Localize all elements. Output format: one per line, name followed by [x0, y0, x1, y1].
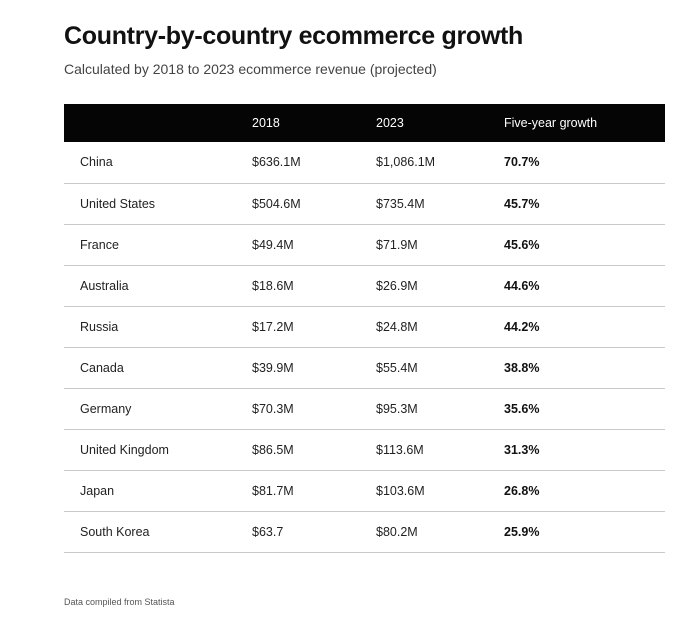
table-row: France $49.4M $71.9M 45.6% — [64, 224, 665, 265]
cell-2023: $80.2M — [376, 524, 418, 539]
growth-table-container: 2018 2023 Five-year growth China $636.1M… — [64, 104, 665, 553]
cell-2023: $95.3M — [376, 401, 418, 416]
cell-country: China — [80, 155, 113, 170]
cell-2018: $86.5M — [252, 442, 294, 457]
cell-country: Russia — [80, 319, 119, 334]
cell-country: France — [80, 237, 119, 252]
cell-country: South Korea — [80, 524, 150, 539]
header-growth: Five-year growth — [504, 116, 598, 130]
cell-2023: $1,086.1M — [376, 155, 436, 170]
cell-growth: 44.2% — [504, 319, 540, 334]
cell-growth: 45.7% — [504, 196, 540, 211]
cell-growth: 70.7% — [504, 155, 540, 170]
cell-2023: $735.4M — [376, 196, 425, 211]
table-row: Japan $81.7M $103.6M 26.8% — [64, 470, 665, 511]
table-row: Germany $70.3M $95.3M 35.6% — [64, 388, 665, 429]
cell-2018: $636.1M — [252, 155, 301, 170]
cell-2018: $70.3M — [252, 401, 294, 416]
cell-2023: $24.8M — [376, 319, 418, 334]
table-row: Russia $17.2M $24.8M 44.2% — [64, 306, 665, 347]
cell-2023: $71.9M — [376, 237, 418, 252]
page-title: Country-by-country ecommerce growth — [64, 22, 524, 50]
table-row: China $636.1M $1,086.1M 70.7% — [64, 142, 665, 183]
cell-2018: $18.6M — [252, 278, 294, 293]
table-row: United Kingdom $86.5M $113.6M 31.3% — [64, 429, 665, 470]
table-header-row: 2018 2023 Five-year growth — [64, 104, 665, 142]
cell-growth: 26.8% — [504, 483, 540, 498]
table-header: 2018 2023 Five-year growth — [64, 104, 665, 142]
cell-growth: 44.6% — [504, 278, 540, 293]
cell-2023: $26.9M — [376, 278, 418, 293]
table-body: China $636.1M $1,086.1M 70.7% United Sta… — [64, 142, 665, 552]
cell-country: United States — [80, 196, 156, 211]
cell-2023: $103.6M — [376, 483, 425, 498]
table-row: Australia $18.6M $26.9M 44.6% — [64, 265, 665, 306]
cell-growth: 45.6% — [504, 237, 540, 252]
table-row: South Korea $63.7 $80.2M 25.9% — [64, 511, 665, 552]
cell-growth: 35.6% — [504, 401, 540, 416]
header-2018: 2018 — [252, 116, 280, 130]
cell-country: Canada — [80, 360, 124, 375]
cell-2018: $504.6M — [252, 196, 301, 211]
cell-2018: $17.2M — [252, 319, 294, 334]
header-country — [64, 104, 252, 142]
cell-country: Japan — [80, 483, 115, 498]
header-2023: 2023 — [376, 116, 404, 130]
cell-country: United Kingdom — [80, 442, 169, 457]
cell-2018: $39.9M — [252, 360, 294, 375]
cell-2023: $55.4M — [376, 360, 418, 375]
cell-growth: 38.8% — [504, 360, 540, 375]
growth-table: 2018 2023 Five-year growth China $636.1M… — [64, 104, 665, 553]
cell-country: Germany — [80, 401, 132, 416]
table-row: Canada $39.9M $55.4M 38.8% — [64, 347, 665, 388]
table-row: United States $504.6M $735.4M 45.7% — [64, 183, 665, 224]
cell-growth: 25.9% — [504, 524, 540, 539]
source-note: Data compiled from Statista — [64, 597, 175, 607]
cell-2018: $81.7M — [252, 483, 294, 498]
cell-growth: 31.3% — [504, 442, 540, 457]
cell-country: Australia — [80, 278, 129, 293]
cell-2023: $113.6M — [376, 442, 424, 457]
cell-2018: $63.7 — [252, 524, 284, 539]
cell-2018: $49.4M — [252, 237, 294, 252]
page-subtitle: Calculated by 2018 to 2023 ecommerce rev… — [64, 61, 437, 77]
